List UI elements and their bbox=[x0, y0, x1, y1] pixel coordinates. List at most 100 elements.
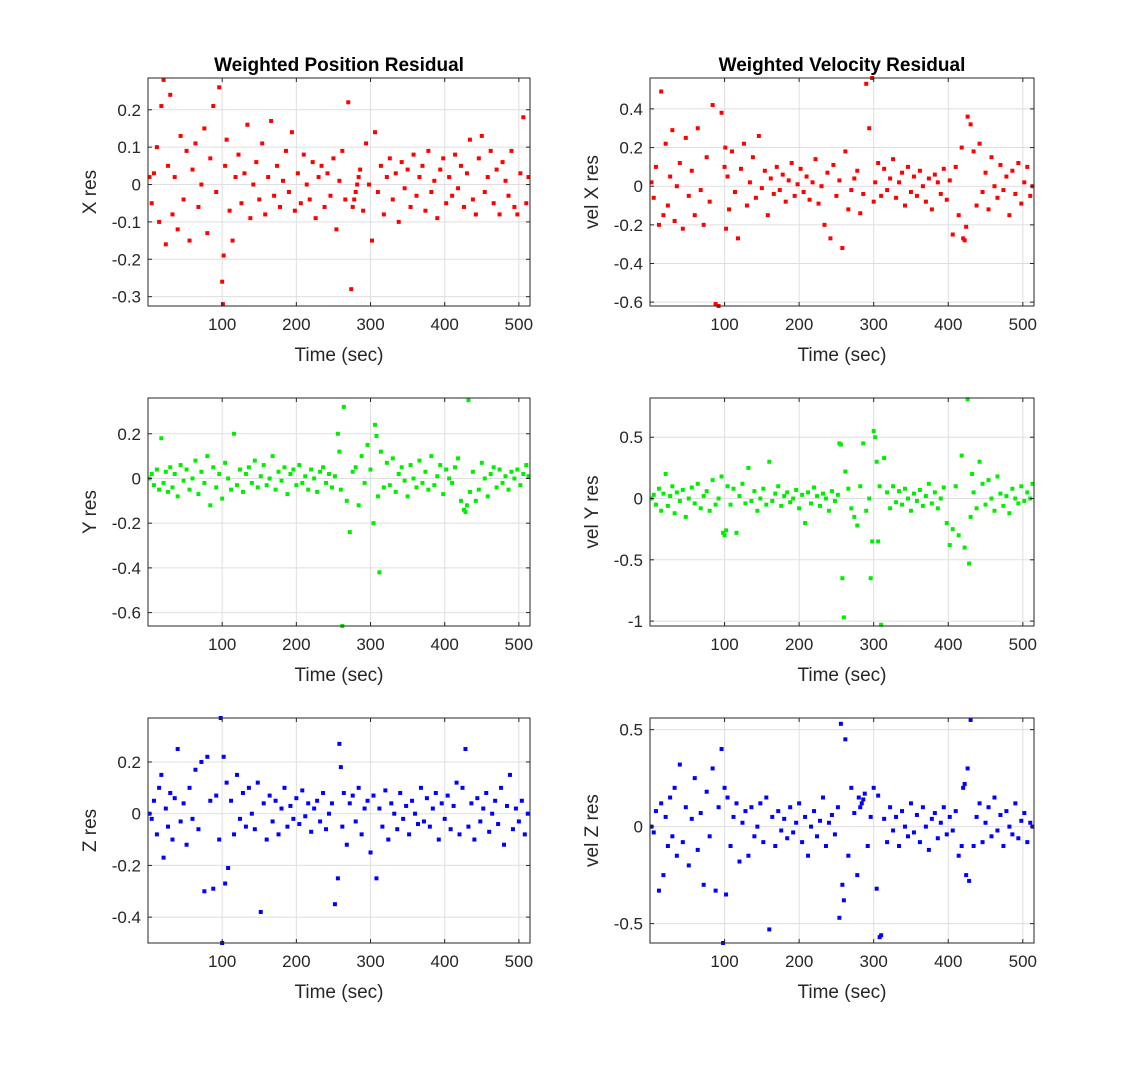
data-point bbox=[491, 201, 496, 206]
data-point bbox=[435, 474, 440, 479]
x-tick-label: 300 bbox=[860, 635, 888, 654]
data-point bbox=[651, 492, 656, 497]
data-point bbox=[722, 785, 727, 790]
data-point bbox=[469, 801, 474, 806]
data-point bbox=[283, 148, 288, 153]
data-point bbox=[735, 236, 740, 241]
data-point bbox=[371, 521, 376, 526]
data-point bbox=[407, 832, 412, 837]
data-point bbox=[905, 164, 910, 169]
data-points bbox=[147, 398, 531, 628]
data-point bbox=[911, 491, 916, 496]
data-point bbox=[656, 486, 661, 491]
data-point bbox=[365, 442, 370, 447]
data-point bbox=[998, 491, 1003, 496]
data-point bbox=[255, 485, 260, 490]
data-point bbox=[178, 819, 183, 824]
x-tick-label: 200 bbox=[785, 315, 813, 334]
data-point bbox=[835, 805, 840, 810]
data-point bbox=[914, 498, 919, 503]
data-point bbox=[797, 506, 802, 511]
data-point bbox=[746, 465, 751, 470]
data-point bbox=[791, 830, 796, 835]
data-point bbox=[743, 809, 748, 814]
data-point bbox=[876, 793, 881, 798]
data-point bbox=[337, 741, 342, 746]
data-point bbox=[776, 809, 781, 814]
data-point bbox=[374, 876, 379, 881]
y-tick-label: 0.2 bbox=[117, 101, 141, 120]
y-tick-label: 0 bbox=[634, 177, 643, 196]
data-point bbox=[874, 886, 879, 891]
data-point bbox=[837, 178, 842, 183]
data-point bbox=[375, 190, 380, 194]
data-point bbox=[273, 487, 278, 492]
data-point bbox=[885, 490, 890, 495]
data-point bbox=[832, 498, 837, 503]
axes-background bbox=[148, 718, 530, 943]
data-point bbox=[404, 803, 409, 808]
data-point bbox=[771, 191, 776, 196]
data-point bbox=[779, 828, 784, 833]
data-point bbox=[503, 474, 508, 479]
data-point bbox=[1016, 161, 1021, 166]
data-point bbox=[868, 814, 873, 819]
data-point bbox=[279, 806, 284, 811]
data-point bbox=[680, 226, 685, 231]
data-point bbox=[519, 798, 524, 803]
data-point bbox=[358, 167, 363, 172]
y-tick-label: -0.4 bbox=[614, 254, 643, 273]
data-point bbox=[408, 463, 413, 468]
data-point bbox=[849, 785, 854, 790]
data-point bbox=[656, 222, 661, 227]
data-point bbox=[365, 798, 370, 803]
data-point bbox=[276, 832, 281, 837]
data-point bbox=[1016, 836, 1021, 841]
data-point bbox=[992, 508, 997, 513]
data-point bbox=[488, 472, 493, 476]
data-point bbox=[983, 170, 988, 175]
data-point bbox=[713, 888, 718, 893]
data-point bbox=[1013, 801, 1018, 806]
data-point bbox=[300, 480, 305, 485]
data-point bbox=[463, 510, 468, 514]
data-point bbox=[965, 397, 970, 402]
data-point bbox=[453, 465, 458, 470]
data-point bbox=[761, 840, 766, 845]
data-points bbox=[147, 716, 530, 945]
data-point bbox=[187, 487, 192, 492]
data-point bbox=[734, 530, 739, 535]
data-point bbox=[1010, 832, 1015, 837]
data-point bbox=[663, 141, 668, 146]
data-point bbox=[835, 492, 840, 497]
data-point bbox=[695, 126, 700, 131]
data-point bbox=[178, 133, 183, 138]
data-point bbox=[269, 118, 274, 123]
data-point bbox=[418, 785, 423, 790]
data-point bbox=[698, 811, 703, 816]
data-point bbox=[894, 814, 899, 819]
data-point bbox=[843, 469, 848, 474]
data-point bbox=[286, 190, 291, 194]
data-point bbox=[456, 186, 461, 191]
data-point bbox=[861, 441, 866, 446]
data-point bbox=[722, 533, 727, 538]
data-point bbox=[950, 527, 955, 532]
y-axis-label: Z res bbox=[80, 809, 101, 852]
data-point bbox=[689, 168, 694, 173]
x-tick-label: 500 bbox=[1009, 315, 1037, 334]
data-point bbox=[524, 463, 529, 468]
data-point bbox=[272, 193, 277, 198]
data-point bbox=[372, 130, 377, 135]
data-point bbox=[903, 486, 908, 491]
data-point bbox=[261, 801, 266, 806]
axes-background bbox=[650, 718, 1034, 943]
x-tick-label: 300 bbox=[356, 635, 384, 654]
data-point bbox=[384, 460, 389, 465]
data-point bbox=[270, 819, 275, 824]
data-point bbox=[815, 834, 820, 839]
data-point bbox=[803, 814, 808, 819]
data-point bbox=[661, 873, 666, 878]
data-point bbox=[986, 207, 991, 212]
data-point bbox=[1016, 501, 1021, 506]
